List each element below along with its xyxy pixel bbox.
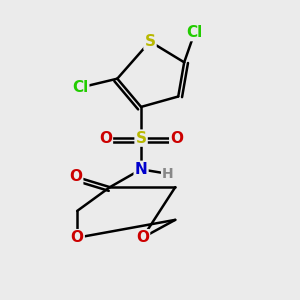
Text: N: N: [135, 162, 148, 177]
Text: S: S: [145, 34, 155, 49]
Text: O: O: [136, 230, 149, 245]
Text: Cl: Cl: [187, 25, 203, 40]
Text: H: H: [162, 167, 174, 181]
Text: O: O: [99, 130, 112, 146]
Text: O: O: [71, 230, 84, 245]
Text: O: O: [170, 130, 183, 146]
Text: O: O: [69, 169, 82, 184]
Text: S: S: [136, 130, 147, 146]
Text: Cl: Cl: [72, 80, 88, 95]
